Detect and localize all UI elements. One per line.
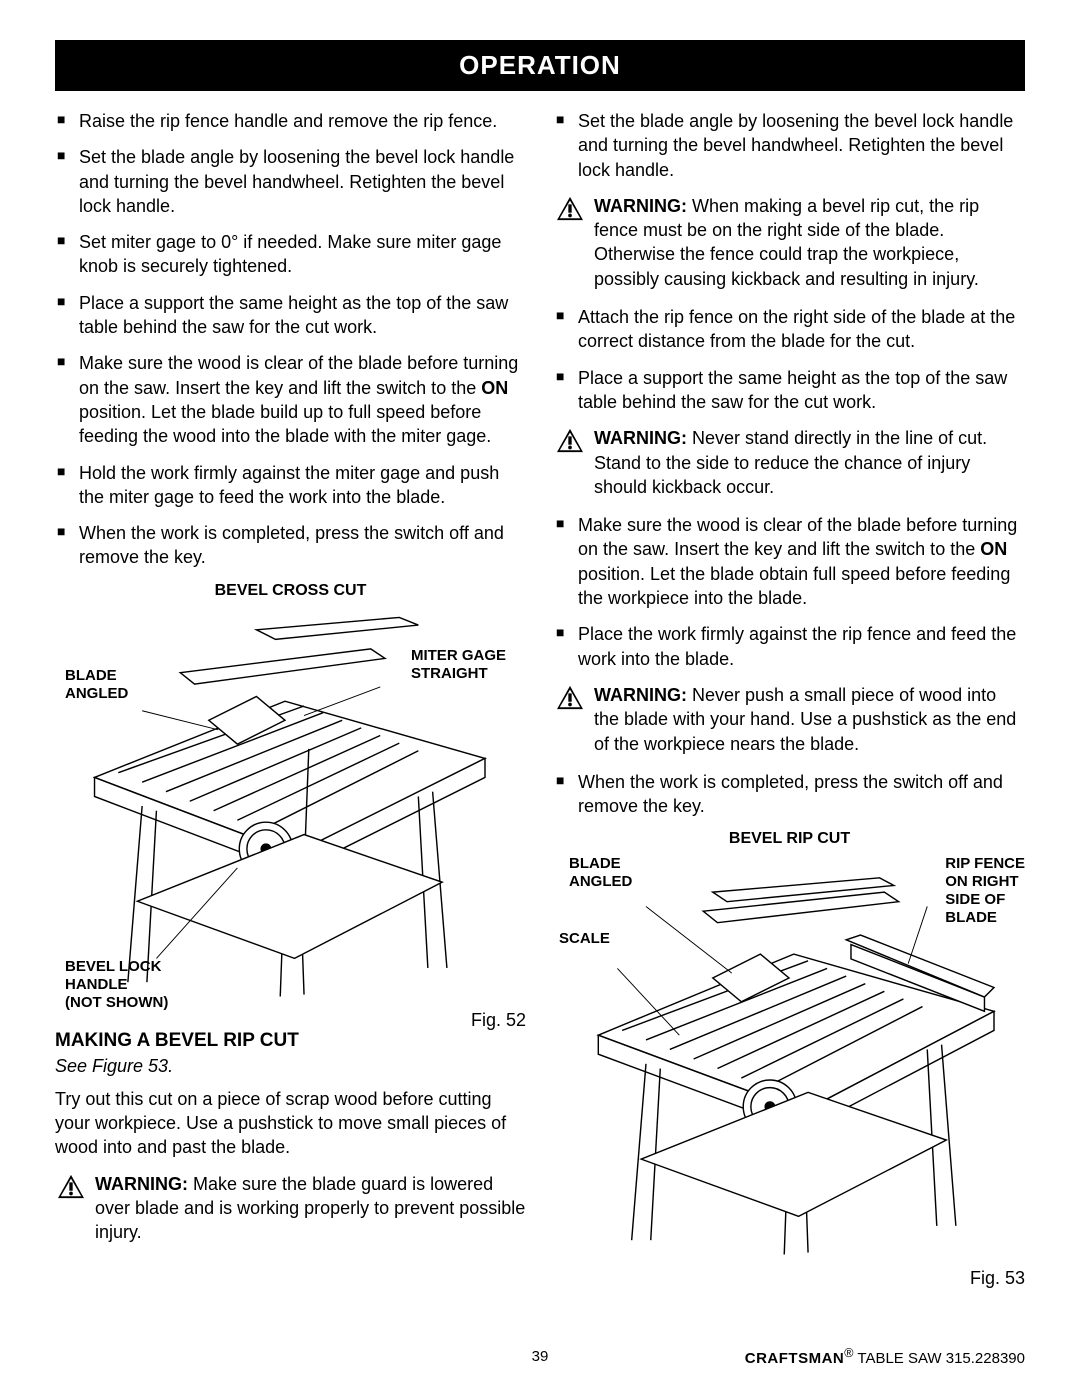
- bullet: Place a support the same height as the t…: [554, 366, 1025, 415]
- bullet: Make sure the wood is clear of the blade…: [554, 513, 1025, 610]
- fig52-label-miter: MITER GAGESTRAIGHT: [411, 647, 506, 683]
- warning-icon: [556, 196, 584, 222]
- fig52-label-bevel: BEVEL LOCKHANDLE(NOT SHOWN): [65, 958, 168, 1012]
- bullet: Attach the rip fence on the right side o…: [554, 305, 1025, 354]
- bullet: Place a support the same height as the t…: [55, 291, 526, 340]
- header-bar: OPERATION: [55, 40, 1025, 91]
- fig52-title: BEVEL CROSS CUT: [55, 582, 526, 600]
- warning-text: WARNING: When making a bevel rip cut, th…: [594, 194, 1025, 291]
- warning-block: WARNING: When making a bevel rip cut, th…: [554, 194, 1025, 291]
- bullet: When the work is completed, press the sw…: [55, 521, 526, 570]
- warning-block: WARNING: Make sure the blade guard is lo…: [55, 1172, 526, 1245]
- right-bullets-1: Set the blade angle by loosening the bev…: [554, 109, 1025, 182]
- fig52-label-blade: BLADEANGLED: [65, 667, 128, 703]
- see-figure: See Figure 53.: [55, 1056, 526, 1077]
- warning-icon: [556, 685, 584, 711]
- footer-product: CRAFTSMAN® TABLE SAW 315.228390: [745, 1346, 1025, 1367]
- warning-icon: [57, 1174, 85, 1200]
- warning-block: WARNING: Never push a small piece of woo…: [554, 683, 1025, 756]
- right-column: Set the blade angle by loosening the bev…: [554, 109, 1025, 1286]
- warning-block: WARNING: Never stand directly in the lin…: [554, 426, 1025, 499]
- bullet: When the work is completed, press the sw…: [554, 770, 1025, 819]
- footer: 39 CRAFTSMAN® TABLE SAW 315.228390: [55, 1346, 1025, 1367]
- bullet: Raise the rip fence handle and remove th…: [55, 109, 526, 133]
- left-bullets-1: Raise the rip fence handle and remove th…: [55, 109, 526, 570]
- right-bullets-4: When the work is completed, press the sw…: [554, 770, 1025, 819]
- right-bullets-3: Make sure the wood is clear of the blade…: [554, 513, 1025, 671]
- warning-text: WARNING: Make sure the blade guard is lo…: [95, 1172, 526, 1245]
- warning-text: WARNING: Never stand directly in the lin…: [594, 426, 1025, 499]
- page-number: 39: [532, 1348, 549, 1365]
- bullet: Make sure the wood is clear of the blade…: [55, 351, 526, 448]
- fig53-label-fence: RIP FENCEON RIGHTSIDE OFBLADE: [945, 855, 1025, 927]
- warning-text: WARNING: Never push a small piece of woo…: [594, 683, 1025, 756]
- section-para: Try out this cut on a piece of scrap woo…: [55, 1087, 526, 1160]
- fig53-label-scale: SCALE: [559, 930, 610, 948]
- bullet: Set miter gage to 0° if needed. Make sur…: [55, 230, 526, 279]
- bullet: Set the blade angle by loosening the bev…: [554, 109, 1025, 182]
- fig53-title: BEVEL RIP CUT: [554, 830, 1025, 848]
- fig52-caption: Fig. 52: [55, 1010, 526, 1031]
- fig53-caption: Fig. 53: [554, 1268, 1025, 1289]
- bullet: Place the work firmly against the rip fe…: [554, 622, 1025, 671]
- bullet: Hold the work firmly against the miter g…: [55, 461, 526, 510]
- figure-52: BEVEL CROSS CUT BLADEANGLED MITER GAGEST…: [55, 582, 526, 1022]
- content-columns: Raise the rip fence handle and remove th…: [55, 109, 1025, 1286]
- fig53-label-blade: BLADEANGLED: [569, 855, 632, 891]
- warning-icon: [556, 428, 584, 454]
- bullet: Set the blade angle by loosening the bev…: [55, 145, 526, 218]
- section-title: MAKING A BEVEL RIP CUT: [55, 1030, 526, 1052]
- left-column: Raise the rip fence handle and remove th…: [55, 109, 526, 1286]
- right-bullets-2: Attach the rip fence on the right side o…: [554, 305, 1025, 414]
- figure-53: BEVEL RIP CUT BLADEANGLED SCALE RIP FENC…: [554, 830, 1025, 1280]
- header-title: OPERATION: [459, 50, 621, 80]
